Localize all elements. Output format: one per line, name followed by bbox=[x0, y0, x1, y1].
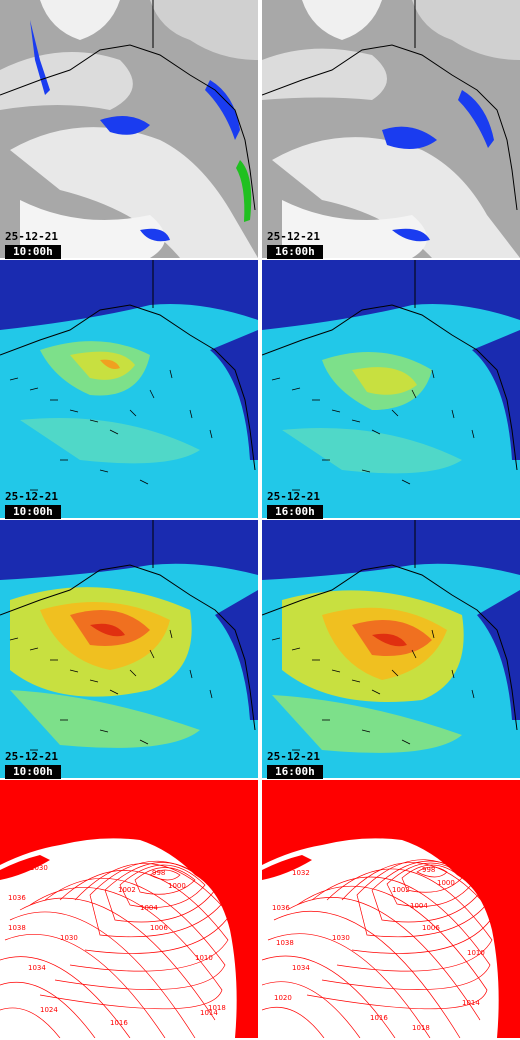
isobar-label: 1010 bbox=[467, 949, 485, 957]
isobar-label: 1034 bbox=[292, 964, 310, 972]
isobar-label: 1030 bbox=[30, 864, 48, 872]
isobar-label: 1022 bbox=[2, 814, 20, 822]
isobar-label: 1000 bbox=[437, 879, 455, 887]
wind-map-right bbox=[262, 260, 520, 518]
isobar-label: 1030 bbox=[332, 934, 350, 942]
isobar-label: 1006 bbox=[150, 924, 168, 932]
isobar-label: 1016 bbox=[370, 1014, 388, 1022]
timestamp-wind-left: 25-12-21 10:00h bbox=[5, 490, 61, 519]
isobar-label: 998 bbox=[152, 869, 165, 877]
timestamp-gust-left: 25-12-21 10:00h bbox=[5, 750, 61, 779]
date-label: 25-12-21 bbox=[5, 230, 58, 243]
time-label: 16:00h bbox=[267, 245, 323, 259]
isobar-label: 1018 bbox=[208, 1004, 226, 1012]
time-label: 16:00h bbox=[267, 765, 323, 779]
isobar-label: 1020 bbox=[274, 994, 292, 1002]
isobar-label: 1036 bbox=[272, 904, 290, 912]
isobar-label: 1014 bbox=[200, 1009, 218, 1017]
timestamp-wind-right: 25-12-21 16:00h bbox=[267, 490, 323, 519]
pressure-map-right: 1032 1036 1038 1030 1034 1020 1016 1014 1010 1006… bbox=[262, 780, 520, 1038]
date-label: 25-12-21 bbox=[5, 750, 58, 763]
isobar-label: 1030 bbox=[60, 934, 78, 942]
wind-map-left bbox=[0, 260, 258, 518]
time-label: 10:00h bbox=[5, 765, 61, 779]
isobar-label: 1038 bbox=[8, 924, 26, 932]
date-label: 25-12-21 bbox=[267, 230, 320, 243]
date-label: 25-12-21 bbox=[267, 490, 320, 503]
time-label: 10:00h bbox=[5, 245, 61, 259]
date-label: 25-12-21 bbox=[5, 490, 58, 503]
isobar-label: 1004 bbox=[410, 902, 428, 910]
isobar-label: 1034 bbox=[28, 964, 46, 972]
pressure-map-left: 1022 1030 1036 1038 1030 1034 1024 1016 1014 1010… bbox=[0, 780, 258, 1038]
time-label: 10:00h bbox=[5, 505, 61, 519]
isobar-label: 1038 bbox=[276, 939, 294, 947]
isobar-label: 1006 bbox=[422, 924, 440, 932]
isobar-label: 998 bbox=[422, 866, 435, 874]
timestamp-cloud-right: 25-12-21 16:00h bbox=[267, 230, 323, 259]
isobar-label: 1010 bbox=[195, 954, 213, 962]
isobar-label: 1036 bbox=[8, 894, 26, 902]
isobar-label: 1032 bbox=[292, 869, 310, 877]
isobar-label: 1018 bbox=[412, 1024, 430, 1032]
date-label: 25-12-21 bbox=[267, 750, 320, 763]
isobar-label: 1000 bbox=[168, 882, 186, 890]
cloud-map-right bbox=[262, 0, 520, 258]
isobar-label: 1002 bbox=[118, 886, 136, 894]
isobar-label: 1002 bbox=[392, 886, 410, 894]
timestamp-cloud-left: 25-12-21 10:00h bbox=[5, 230, 61, 259]
timestamp-gust-right: 25-12-21 16:00h bbox=[267, 750, 323, 779]
gust-map-right bbox=[262, 520, 520, 778]
cloud-map-left bbox=[0, 0, 258, 258]
isobar-label: 1014 bbox=[462, 999, 480, 1007]
isobar-label: 1004 bbox=[140, 904, 158, 912]
gust-map-left bbox=[0, 520, 258, 778]
pressure-svg-right: 1032 1036 1038 1030 1034 1020 1016 1014 1010 1006… bbox=[262, 780, 520, 1038]
isobar-label: 1024 bbox=[40, 1006, 58, 1014]
time-label: 16:00h bbox=[267, 505, 323, 519]
pressure-svg-left: 1022 1030 1036 1038 1030 1034 1024 1016 1014 1010… bbox=[0, 780, 258, 1038]
isobar-label: 1016 bbox=[110, 1019, 128, 1027]
